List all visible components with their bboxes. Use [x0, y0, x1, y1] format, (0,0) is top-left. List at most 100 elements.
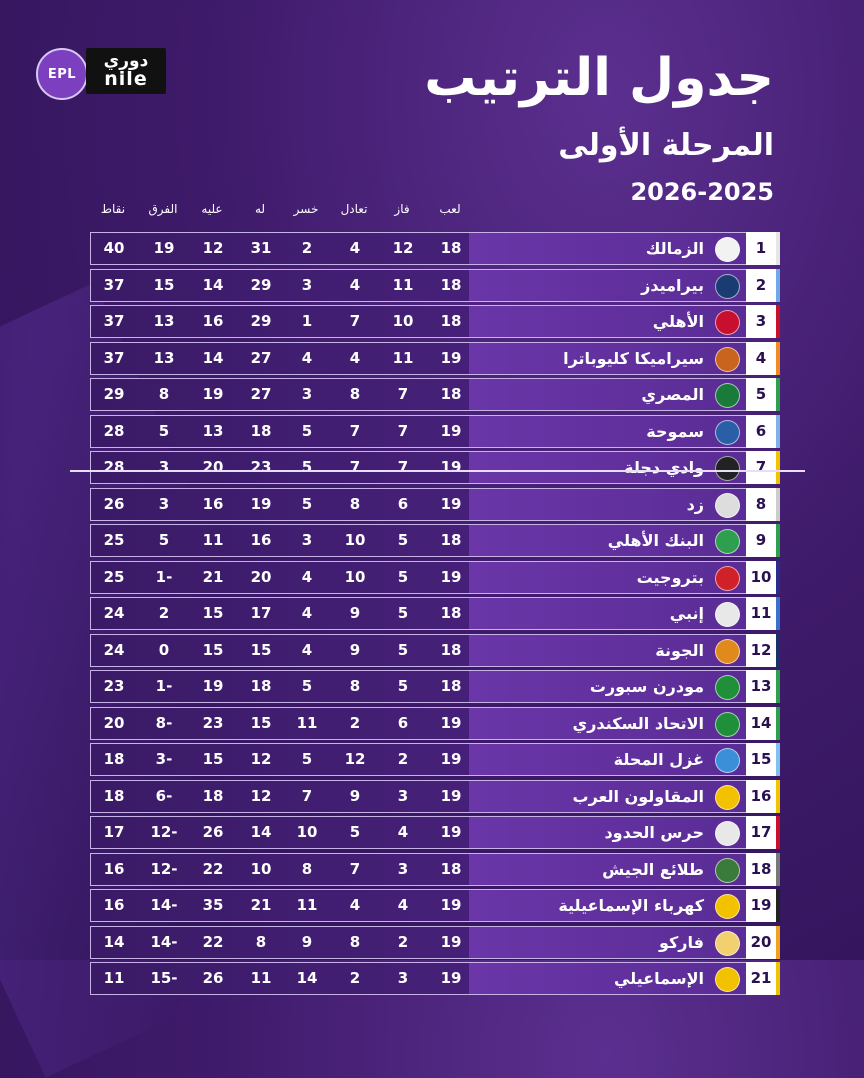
cell-played: 19 — [440, 786, 462, 805]
team-name: مودرن سبورت — [589, 677, 704, 696]
cell-for: 29 — [250, 312, 272, 330]
cell-against: 19 — [202, 677, 224, 695]
cell-diff: 3- — [155, 750, 173, 768]
team-name: كهرباء الإسماعيلية — [558, 896, 704, 915]
team-name: غزل المحلة — [613, 750, 704, 769]
cell-for: 14 — [250, 823, 272, 841]
table-row: 37 13 16 29 1 7 10 18 الأهلي 3 — [90, 305, 780, 338]
cell-against: 15 — [202, 640, 224, 659]
cell-won: 3 — [397, 786, 409, 805]
cell-points: 18 — [103, 786, 125, 805]
rank-badge: 3 — [746, 305, 780, 338]
cell-against: 16 — [202, 494, 224, 513]
cell-drawn: 2 — [349, 713, 361, 732]
league-logo: EPL دوري nile — [36, 44, 168, 100]
cell-won: 5 — [397, 640, 409, 659]
cell-for: 20 — [250, 567, 272, 586]
cell-drawn: 12 — [344, 750, 366, 768]
cell-played: 19 — [440, 969, 462, 987]
cell-won: 7 — [397, 421, 409, 440]
cell-for: 10 — [250, 859, 272, 878]
nile-brand: دوري nile — [86, 48, 166, 94]
cell-played: 18 — [440, 859, 462, 878]
cell-points: 26 — [103, 494, 125, 513]
row-stats: 18 3- 15 12 5 12 2 19 — [91, 744, 471, 775]
cell-lost: 5 — [301, 677, 313, 695]
rank-badge: 10 — [746, 560, 780, 594]
team-cell: كهرباء الإسماعيلية — [469, 890, 746, 921]
cell-drawn: 10 — [344, 567, 366, 586]
brand-line-1: دوري — [103, 51, 149, 71]
rank-badge: 13 — [746, 670, 780, 703]
cell-lost: 4 — [301, 567, 313, 586]
page-subtitle: المرحلة الأولى — [558, 128, 774, 163]
rank-badge: 9 — [746, 524, 780, 557]
cell-against: 22 — [202, 859, 224, 878]
team-cell: وادي دجلة — [469, 452, 746, 483]
team-name: وادي دجلة — [624, 458, 704, 477]
cell-diff: 12- — [150, 823, 178, 841]
cell-played: 18 — [440, 312, 462, 330]
cell-drawn: 7 — [349, 859, 361, 878]
cell-for: 15 — [250, 713, 272, 732]
cell-points: 18 — [103, 750, 125, 768]
cell-diff: 12- — [150, 859, 178, 878]
cell-won: 12 — [392, 239, 414, 257]
cell-lost: 5 — [301, 421, 313, 440]
table-header: نقاط الفرق عليه له خسر تعادل فاز لعب — [0, 202, 864, 224]
rank-badge: 8 — [746, 487, 780, 521]
cell-drawn: 8 — [349, 932, 361, 951]
cell-points: 40 — [103, 239, 125, 257]
cell-for: 27 — [250, 348, 272, 367]
cell-against: 12 — [202, 239, 224, 257]
cell-for: 8 — [255, 932, 267, 951]
page-title: جدول الترتيب — [424, 48, 774, 108]
cell-drawn: 7 — [349, 458, 361, 476]
team-crest-icon — [715, 857, 740, 883]
team-cell: سيراميكا كليوباترا — [469, 342, 746, 374]
team-cell: بيراميدز — [469, 269, 746, 301]
team-cell: سموحة — [469, 415, 746, 447]
cell-drawn: 8 — [349, 385, 361, 403]
rank-badge: 2 — [746, 268, 780, 302]
cell-drawn: 9 — [349, 640, 361, 659]
table-row: 37 15 14 29 3 4 11 18 بيراميدز 2 — [90, 268, 780, 302]
table-row: 18 3- 15 12 5 12 2 19 غزل المحلة 15 — [90, 743, 780, 776]
team-cell: الزمالك — [469, 233, 746, 264]
rank-badge: 15 — [746, 743, 780, 776]
row-stats: 11 15- 26 11 14 2 3 19 — [91, 963, 471, 994]
row-stats: 14 14- 22 8 9 8 2 19 — [91, 927, 471, 958]
epl-badge-text: EPL — [47, 66, 77, 82]
cell-for: 18 — [250, 677, 272, 695]
cell-won: 6 — [397, 713, 409, 732]
cell-drawn: 4 — [349, 896, 361, 914]
header-drawn: تعادل — [340, 202, 368, 216]
table-row: 24 2 15 17 4 9 5 18 إنبي 11 — [90, 597, 780, 630]
team-name: الإسماعيلي — [613, 969, 704, 988]
team-crest-icon — [715, 711, 740, 737]
team-cell: طلائع الجيش — [469, 853, 746, 885]
cell-diff: 3 — [158, 494, 170, 513]
cell-for: 15 — [250, 640, 272, 659]
cell-won: 3 — [397, 969, 409, 987]
cell-diff: 13 — [153, 312, 175, 330]
cell-lost: 4 — [301, 604, 313, 622]
cell-points: 28 — [103, 421, 125, 440]
cell-drawn: 8 — [349, 494, 361, 513]
table-row: 18 6- 18 12 7 9 3 19 المقاولون العرب 16 — [90, 779, 780, 813]
cell-points: 17 — [103, 823, 125, 841]
table-row: 26 3 16 19 5 8 6 19 زد 8 — [90, 487, 780, 521]
cell-points: 16 — [103, 896, 125, 914]
table-row: 25 1- 21 20 4 10 5 19 بتروجيت 10 — [90, 560, 780, 594]
table-row: 16 12- 22 10 8 7 3 18 طلائع الجيش 18 — [90, 852, 780, 886]
cell-played: 18 — [440, 385, 462, 403]
team-name: بتروجيت — [636, 567, 704, 587]
cell-points: 24 — [103, 640, 125, 659]
team-name: الاتحاد السكندري — [572, 713, 704, 733]
team-crest-icon — [715, 894, 740, 919]
header-against: عليه — [201, 202, 223, 216]
team-cell: فاركو — [469, 926, 746, 958]
row-stats: 24 0 15 15 4 9 5 18 — [91, 635, 471, 666]
team-crest-icon — [715, 529, 740, 554]
cell-played: 19 — [440, 348, 462, 367]
